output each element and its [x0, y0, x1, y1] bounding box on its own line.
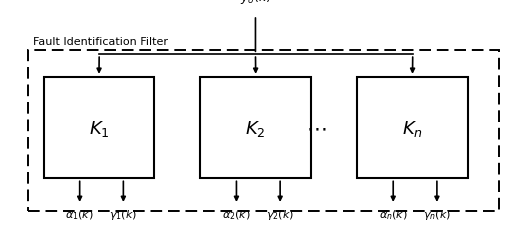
Text: $K_n$: $K_n$: [402, 118, 423, 138]
Text: Fault Identification Filter: Fault Identification Filter: [33, 37, 169, 47]
Bar: [200, 78, 311, 179]
Text: $y_o(k)$: $y_o(k)$: [240, 0, 271, 6]
Text: $\cdots$: $\cdots$: [306, 118, 326, 138]
Text: $\alpha_n(k)$: $\alpha_n(k)$: [379, 207, 408, 221]
Text: $\gamma_2(k)$: $\gamma_2(k)$: [266, 207, 294, 221]
Text: $\alpha_2(k)$: $\alpha_2(k)$: [222, 207, 251, 221]
Bar: [44, 78, 154, 179]
Text: $K_2$: $K_2$: [246, 118, 266, 138]
Text: $\alpha_1(k)$: $\alpha_1(k)$: [65, 207, 94, 221]
Text: $\gamma_n(k)$: $\gamma_n(k)$: [423, 207, 451, 221]
Text: $K_1$: $K_1$: [88, 118, 109, 138]
Text: $\gamma_1(k)$: $\gamma_1(k)$: [109, 207, 137, 221]
Bar: [28, 50, 499, 211]
Bar: [357, 78, 468, 179]
